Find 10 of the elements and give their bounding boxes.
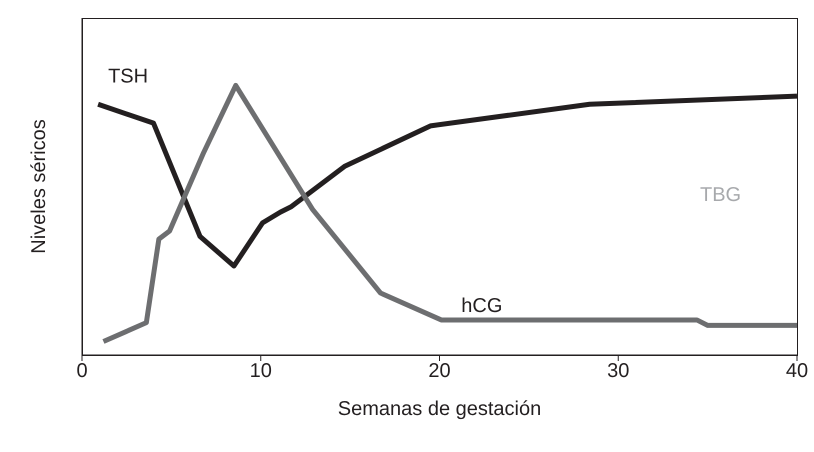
x-tick-label: 20 [428,360,451,382]
series-label: hCG [461,294,502,317]
x-tick-label: 30 [607,360,630,382]
x-axis-title: Semanas de gestación [338,398,542,420]
annotation: TBG [700,184,742,207]
x-tick-label: 0 [76,360,88,382]
x-tick-label: 10 [250,360,272,382]
series-label: TSH [108,65,148,88]
x-tick-label: 40 [786,360,808,382]
y-axis-title: Niveles séricos [28,119,50,254]
